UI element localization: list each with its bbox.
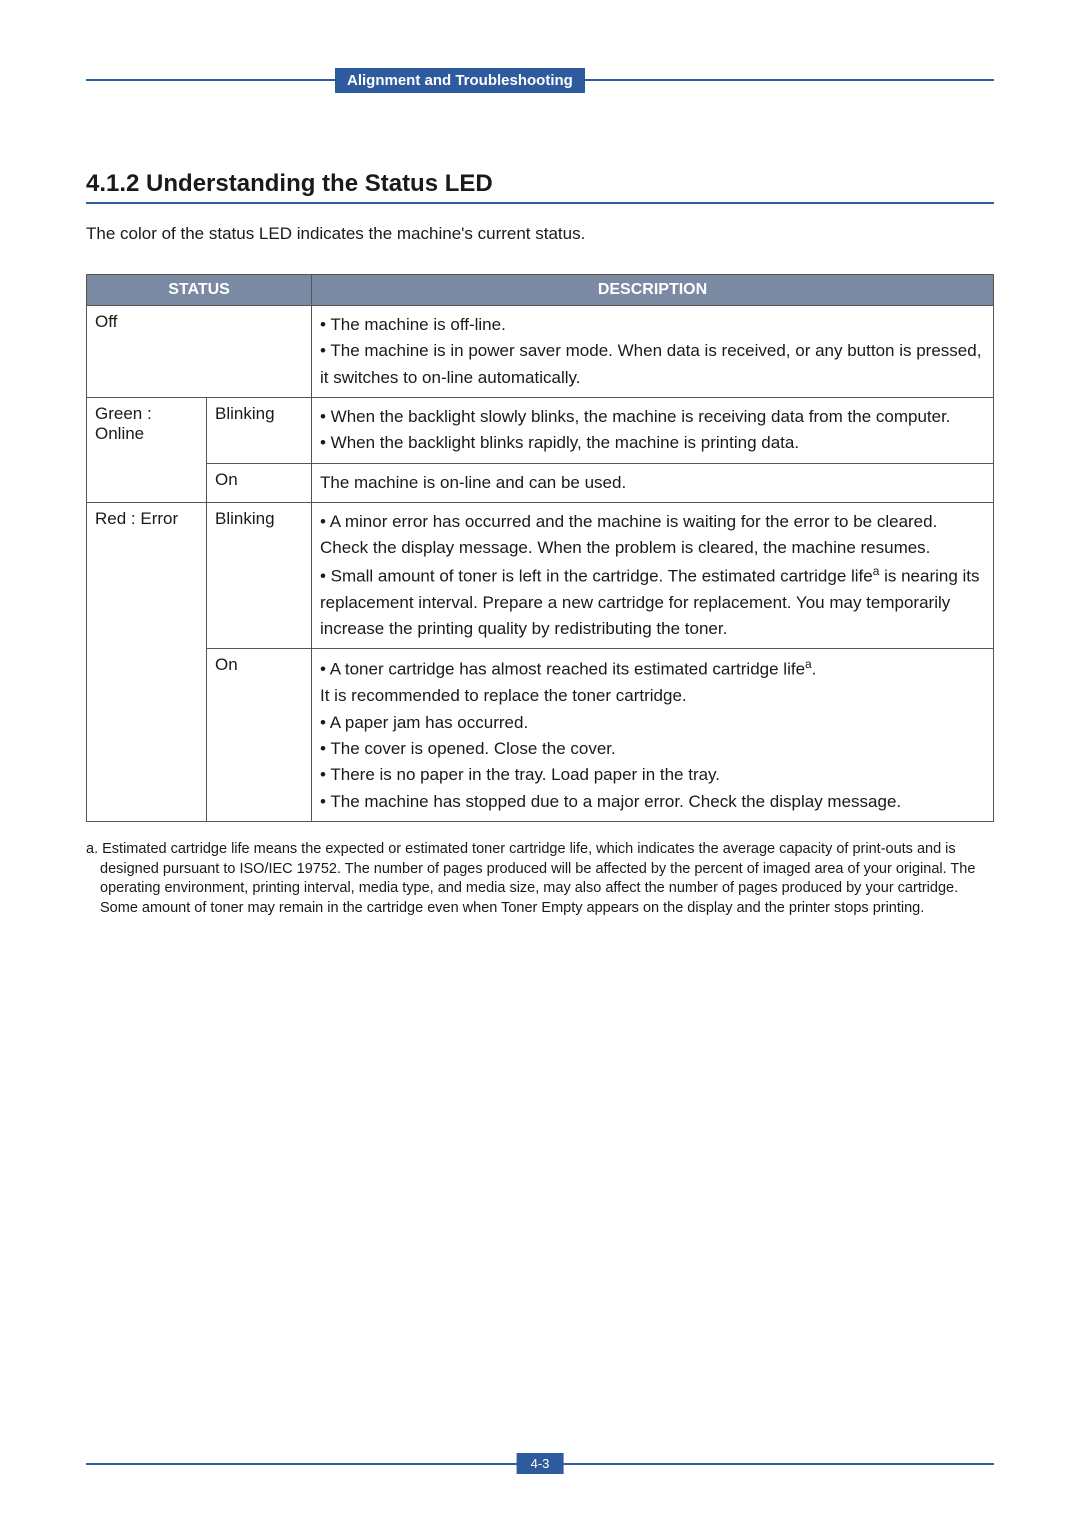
cell-substatus-red-blinking: Blinking <box>207 503 312 649</box>
table-row-red-on: On • A toner cartridge has almost reache… <box>87 649 994 822</box>
table-row-green-blinking: Green : Online Blinking • When the backl… <box>87 398 994 464</box>
col-header-description: DESCRIPTION <box>312 275 994 306</box>
cell-substatus-red-on: On <box>207 649 312 822</box>
cell-substatus-green-blinking: Blinking <box>207 398 312 464</box>
desc-red-blinking-pre: • A minor error has occurred and the mac… <box>320 512 937 585</box>
cell-status-green: Green : Online <box>87 398 207 503</box>
intro-text: The color of the status LED indicates th… <box>86 224 994 244</box>
cell-desc-green-blinking: • When the backlight slowly blinks, the … <box>312 398 994 464</box>
header-rule-left <box>86 79 335 81</box>
table-row-red-blinking: Red : Error Blinking • A minor error has… <box>87 503 994 649</box>
footer: 4-3 <box>86 1463 994 1465</box>
cell-status-red: Red : Error <box>87 503 207 822</box>
cell-desc-red-on: • A toner cartridge has almost reached i… <box>312 649 994 822</box>
col-header-status: STATUS <box>87 275 312 306</box>
cell-substatus-green-on: On <box>207 463 312 502</box>
table-row-off: Off • The machine is off-line. • The mac… <box>87 306 994 398</box>
cell-status-off: Off <box>87 306 312 398</box>
footnote-a: a. Estimated cartridge life means the ex… <box>86 840 994 918</box>
cell-desc-green-on: The machine is on-line and can be used. <box>312 463 994 502</box>
desc-red-on-post: . It is recommended to replace the toner… <box>320 660 901 811</box>
desc-red-on-pre: • A toner cartridge has almost reached i… <box>320 660 805 679</box>
page-content: 4.1.2 Understanding the Status LED The c… <box>0 0 1080 918</box>
footer-page-number: 4-3 <box>517 1453 564 1474</box>
table-row-green-on: On The machine is on-line and can be use… <box>87 463 994 502</box>
footnote-ref-a-2: a <box>805 657 812 671</box>
section-title: 4.1.2 Understanding the Status LED <box>86 170 994 204</box>
status-led-table: STATUS DESCRIPTION Off • The machine is … <box>86 274 994 822</box>
table-header-row: STATUS DESCRIPTION <box>87 275 994 306</box>
header-rule-right <box>582 79 994 81</box>
cell-desc-red-blinking: • A minor error has occurred and the mac… <box>312 503 994 649</box>
header-badge: Alignment and Troubleshooting <box>335 68 585 93</box>
cell-desc-off: • The machine is off-line. • The machine… <box>312 306 994 398</box>
